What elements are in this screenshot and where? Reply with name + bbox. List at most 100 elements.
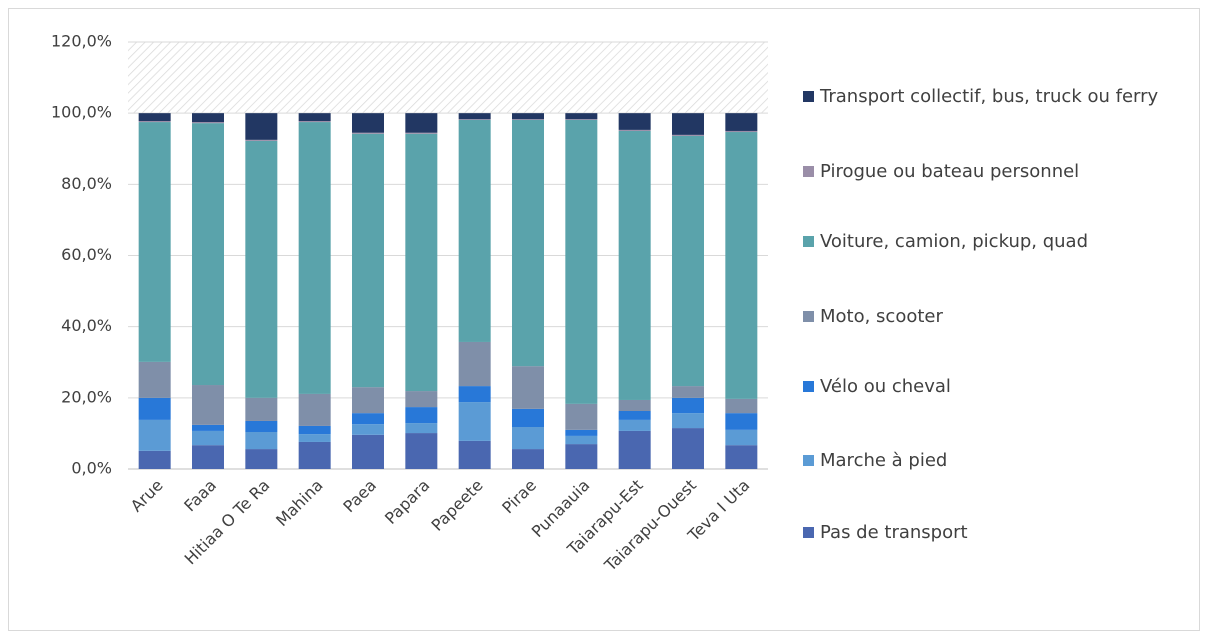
y-tick-label: 80,0% <box>61 174 112 193</box>
bar-segment <box>512 119 544 120</box>
legend-label: Pirogue ou bateau personnel <box>820 161 1080 182</box>
bar-segment <box>512 408 544 428</box>
bar-segment <box>512 119 544 367</box>
legend-swatch <box>803 91 814 102</box>
legend-label: Vélo ou cheval <box>820 376 951 397</box>
bar-segment <box>352 133 384 388</box>
bar-segment <box>618 129 651 131</box>
bar-segment <box>405 407 438 424</box>
bar-segment <box>245 431 278 450</box>
legend-item: Moto, scooter <box>800 302 1190 332</box>
legend-label: Moto, scooter <box>820 306 943 327</box>
bar-segment <box>672 386 704 398</box>
bar-segment <box>725 130 758 133</box>
bar-segment <box>352 132 384 134</box>
bar-segment <box>405 433 438 469</box>
bar-segment <box>458 440 491 469</box>
bar-segment <box>725 413 758 430</box>
legend-swatch <box>803 166 814 177</box>
bar-segment <box>672 113 704 135</box>
bar-segment <box>565 403 598 430</box>
bar-segment <box>512 427 544 450</box>
bar-segment <box>565 435 598 445</box>
bar-segment <box>672 413 704 429</box>
bar-segment <box>298 393 331 426</box>
x-tick-label: Paea <box>339 476 380 517</box>
bar-segment <box>298 120 331 123</box>
x-tick-label: Papara <box>381 476 433 528</box>
legend-item: Voiture, camion, pickup, quad <box>800 227 1190 257</box>
bar-segment <box>512 449 544 469</box>
bar-segment <box>352 113 384 133</box>
bar-segment <box>192 445 224 469</box>
legend-label: Voiture, camion, pickup, quad <box>820 231 1089 252</box>
bar-segment <box>618 410 651 420</box>
bar-segment <box>725 113 758 131</box>
bar-segment <box>725 398 758 414</box>
bar-segment <box>405 423 438 434</box>
bar-segment <box>192 122 224 124</box>
bar-segment <box>245 449 278 469</box>
bar-segment <box>245 139 278 141</box>
bar-segment <box>138 419 171 451</box>
bar-segment <box>298 113 331 121</box>
y-tick-label: 60,0% <box>61 245 112 264</box>
x-tick-label: Mahina <box>272 476 327 531</box>
bar-segment <box>245 113 278 140</box>
bar-segment <box>245 397 278 421</box>
bar-segment <box>138 361 171 398</box>
bar-segment <box>192 424 224 431</box>
bar-segment <box>298 425 331 435</box>
bar-segment <box>138 113 171 121</box>
chart-border <box>8 8 1200 631</box>
legend-swatch <box>803 311 814 322</box>
bar-segment <box>352 387 384 414</box>
bar-segment <box>192 113 224 123</box>
bar-segment <box>458 386 491 403</box>
legend-item: Pirogue ou bateau personnel <box>800 157 1190 187</box>
bar-segment <box>565 119 598 120</box>
bar-segment <box>672 397 704 414</box>
y-tick-label: 0,0% <box>71 459 112 478</box>
y-tick-label: 40,0% <box>61 316 112 335</box>
bar-segment <box>405 133 438 392</box>
bar-segment <box>725 429 758 446</box>
x-tick-label: Papeete <box>427 476 486 535</box>
bar-segment <box>138 120 171 123</box>
x-tick-label: Arue <box>127 476 167 516</box>
bar-segment <box>512 366 544 409</box>
legend: Transport collectif, bus, truck ou ferry… <box>800 0 1200 639</box>
plot-hatch <box>128 42 768 114</box>
bar-segment <box>138 450 171 469</box>
bar-segment <box>458 119 491 342</box>
bar-segment <box>565 119 598 404</box>
bar-segment <box>618 130 651 400</box>
y-tick-label: 20,0% <box>61 387 112 406</box>
bar-segment <box>565 444 598 469</box>
legend-swatch <box>803 455 814 466</box>
bar-segment <box>725 445 758 469</box>
bar-segment <box>352 413 384 425</box>
legend-swatch <box>803 236 814 247</box>
bar-segment <box>192 385 224 425</box>
bar-segment <box>565 113 598 120</box>
y-tick-label: 100,0% <box>51 103 112 122</box>
bar-segment <box>672 135 704 387</box>
bar-segment <box>458 402 491 441</box>
bar-segment <box>245 140 278 398</box>
bar-segment <box>672 134 704 136</box>
x-tick-label: Taiarapu-Ouest <box>600 476 700 576</box>
bar-segment <box>618 399 651 411</box>
y-tick-label: 120,0% <box>51 32 112 51</box>
bar-segment <box>618 430 651 469</box>
legend-item: Marche à pied <box>800 446 1190 476</box>
bar-segment <box>458 119 491 120</box>
bar-segment <box>405 132 438 134</box>
legend-item: Transport collectif, bus, truck ou ferry <box>800 82 1190 112</box>
bar-segment <box>672 428 704 469</box>
bar-segment <box>298 441 331 469</box>
bar-segment <box>138 397 171 420</box>
bar-segment <box>245 420 278 432</box>
